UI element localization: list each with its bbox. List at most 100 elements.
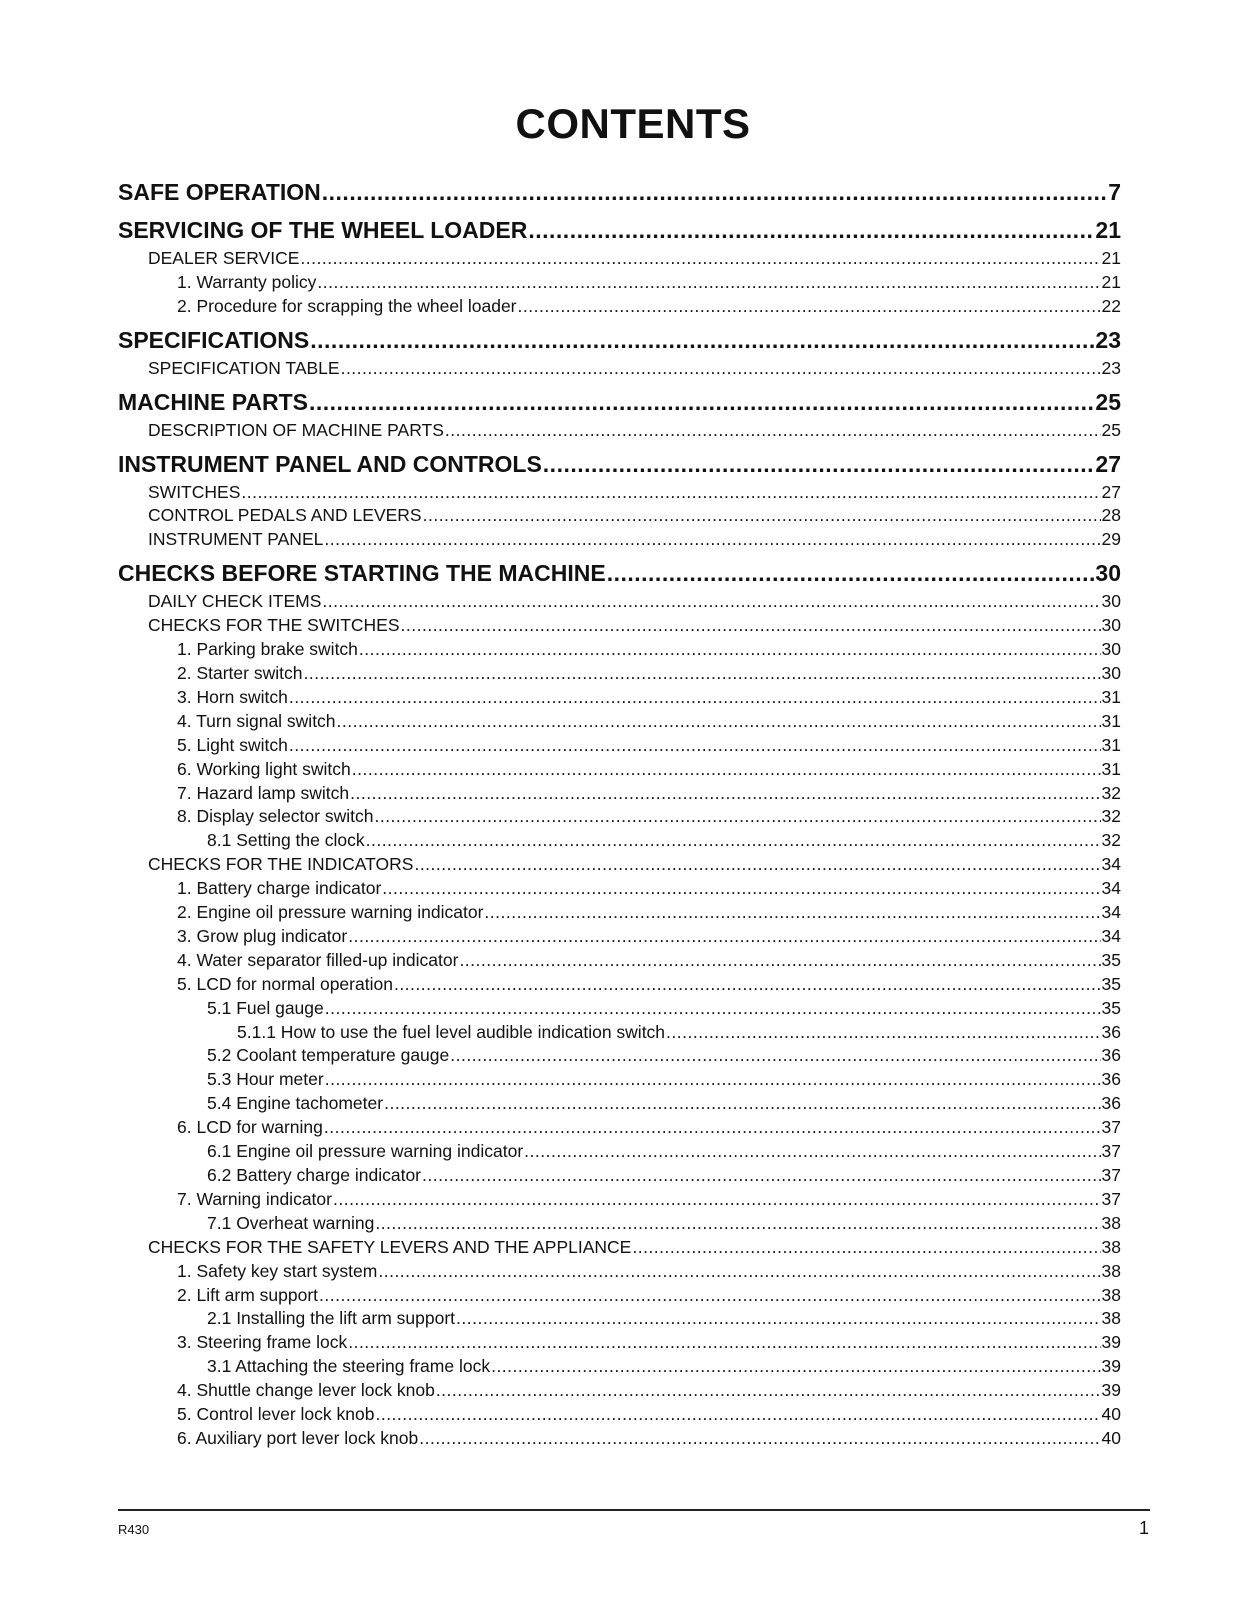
- toc-entry[interactable]: 7. Warning indicator 37: [118, 1188, 1121, 1212]
- toc-entry-title: 4. Shuttle change lever lock knob: [177, 1380, 435, 1401]
- toc-section-heading[interactable]: SPECIFICATIONS 23: [118, 325, 1121, 357]
- dot-leader: [436, 1379, 1101, 1403]
- toc-entry[interactable]: DAILY CHECK ITEMS 30: [118, 590, 1121, 614]
- toc-entry[interactable]: 5.2 Coolant temperature gauge 36: [118, 1044, 1121, 1068]
- toc-entry-title: DAILY CHECK ITEMS: [148, 591, 322, 612]
- toc-entry[interactable]: 1. Safety key start system 38: [118, 1260, 1121, 1284]
- dot-leader: [384, 1092, 1100, 1116]
- toc-entry-page: 38: [1101, 1236, 1121, 1257]
- toc-entry[interactable]: 3.1 Attaching the steering frame lock 39: [118, 1355, 1121, 1379]
- dot-leader: [333, 1188, 1101, 1212]
- toc-entry[interactable]: SWITCHES 27: [118, 481, 1121, 505]
- toc-entry[interactable]: 5.1 Fuel gauge 35: [118, 997, 1121, 1021]
- toc-entry-title: 5.1.1 How to use the fuel level audible …: [237, 1021, 666, 1042]
- toc-entry[interactable]: 5. LCD for normal operation 35: [118, 973, 1121, 997]
- dot-leader: [322, 177, 1107, 207]
- toc-entry-title: 5.4 Engine tachometer: [207, 1093, 384, 1114]
- toc-entry[interactable]: 2. Procedure for scrapping the wheel loa…: [118, 295, 1121, 319]
- footer-doc-code: R430: [118, 1522, 150, 1537]
- dot-leader: [324, 528, 1100, 552]
- toc-entry-page: 25: [1101, 419, 1121, 440]
- toc-section-heading[interactable]: SAFE OPERATION 7: [118, 177, 1121, 209]
- toc-entry-title: DESCRIPTION OF MACHINE PARTS: [148, 419, 444, 440]
- toc-entry-page: 25: [1095, 388, 1121, 415]
- dot-leader: [352, 758, 1101, 782]
- dot-leader: [528, 215, 1094, 245]
- toc-entry[interactable]: CHECKS FOR THE SWITCHES 30: [118, 614, 1121, 638]
- toc-entry[interactable]: 4. Turn signal switch 31: [118, 710, 1121, 734]
- toc-entry[interactable]: 5. Control lever lock knob 40: [118, 1403, 1121, 1427]
- toc-entry[interactable]: 3. Grow plug indicator 34: [118, 925, 1121, 949]
- toc-entry[interactable]: 8.1 Setting the clock 32: [118, 829, 1121, 853]
- toc-entry[interactable]: 6. Auxiliary port lever lock knob 40: [118, 1427, 1121, 1451]
- toc-entry-title: 2. Procedure for scrapping the wheel loa…: [177, 295, 517, 316]
- toc-entry-page: 22: [1101, 295, 1121, 316]
- toc-section-heading[interactable]: INSTRUMENT PANEL AND CONTROLS 27: [118, 449, 1121, 481]
- dot-leader: [524, 1140, 1100, 1164]
- toc-entry[interactable]: 4. Shuttle change lever lock knob 39: [118, 1379, 1121, 1403]
- toc-entry[interactable]: 7. Hazard lamp switch 32: [118, 782, 1121, 806]
- dot-leader: [317, 271, 1100, 295]
- toc-entry-page: 32: [1101, 830, 1121, 851]
- toc-entry-page: 35: [1101, 973, 1121, 994]
- toc-entry-title: 1. Warranty policy: [177, 271, 317, 292]
- toc-entry-title: SERVICING OF THE WHEEL LOADER: [118, 217, 528, 243]
- toc-entry-title: SWITCHES: [148, 481, 241, 502]
- toc-entry[interactable]: DESCRIPTION OF MACHINE PARTS 25: [118, 419, 1121, 443]
- toc-entry[interactable]: 2.1 Installing the lift arm support 38: [118, 1307, 1121, 1331]
- toc-entry[interactable]: 5.1.1 How to use the fuel level audible …: [118, 1021, 1121, 1045]
- toc-entry-page: 35: [1101, 949, 1121, 970]
- dot-leader: [456, 1307, 1100, 1331]
- toc-entry[interactable]: DEALER SERVICE 21: [118, 247, 1121, 271]
- toc-entry-title: 6. Working light switch: [177, 758, 351, 779]
- dot-leader: [289, 686, 1101, 710]
- toc-entry[interactable]: 2. Lift arm support 38: [118, 1284, 1121, 1308]
- toc-entry[interactable]: 6. LCD for warning 37: [118, 1116, 1121, 1140]
- dot-leader: [401, 614, 1101, 638]
- dot-leader: [325, 997, 1101, 1021]
- toc-entry[interactable]: INSTRUMENT PANEL 29: [118, 528, 1121, 552]
- toc-entry-page: 23: [1095, 326, 1121, 353]
- toc-entry[interactable]: 5.4 Engine tachometer 36: [118, 1092, 1121, 1116]
- toc-entry[interactable]: 2. Engine oil pressure warning indicator…: [118, 901, 1121, 925]
- toc-entry-page: 34: [1101, 854, 1121, 875]
- toc-entry[interactable]: 2. Starter switch 30: [118, 662, 1121, 686]
- toc-entry[interactable]: 1. Battery charge indicator 34: [118, 877, 1121, 901]
- toc-entry-title: 2. Starter switch: [177, 662, 303, 683]
- toc-entry[interactable]: 3. Steering frame lock 39: [118, 1331, 1121, 1355]
- dot-leader: [337, 710, 1101, 734]
- dot-leader: [375, 1212, 1100, 1236]
- toc-entry-page: 21: [1101, 248, 1121, 268]
- toc-entry[interactable]: 6.2 Battery charge indicator 37: [118, 1164, 1121, 1188]
- toc-entry[interactable]: CHECKS FOR THE INDICATORS 34: [118, 853, 1121, 877]
- toc-entry[interactable]: 6. Working light switch 31: [118, 758, 1121, 782]
- dot-leader: [375, 1403, 1100, 1427]
- toc-section-heading[interactable]: SERVICING OF THE WHEEL LOADER 21: [118, 215, 1121, 247]
- toc-entry[interactable]: 5. Light switch 31: [118, 734, 1121, 758]
- toc-entry-title: 2.1 Installing the lift arm support: [207, 1308, 456, 1329]
- toc-section-heading[interactable]: MACHINE PARTS 25: [118, 387, 1121, 419]
- toc-entry[interactable]: CHECKS FOR THE SAFETY LEVERS AND THE APP…: [118, 1236, 1121, 1260]
- toc-entry[interactable]: CONTROL PEDALS AND LEVERS 28: [118, 504, 1121, 528]
- toc-entry[interactable]: 6.1 Engine oil pressure warning indicato…: [118, 1140, 1121, 1164]
- toc-entry-title: 5.2 Coolant temperature gauge: [207, 1045, 450, 1066]
- toc-entry[interactable]: 1. Warranty policy 21: [118, 271, 1121, 295]
- dot-leader: [422, 1164, 1101, 1188]
- toc-entry-page: 34: [1101, 878, 1121, 899]
- toc-section-heading[interactable]: CHECKS BEFORE STARTING THE MACHINE 30: [118, 558, 1121, 590]
- toc-entry[interactable]: 8. Display selector switch 32: [118, 805, 1121, 829]
- dot-leader: [394, 973, 1101, 997]
- toc-entry[interactable]: 3. Horn switch 31: [118, 686, 1121, 710]
- toc-entry[interactable]: 7.1 Overheat warning 38: [118, 1212, 1121, 1236]
- dot-leader: [366, 829, 1101, 853]
- toc-entry[interactable]: 5.3 Hour meter 36: [118, 1068, 1121, 1092]
- dot-leader: [289, 734, 1101, 758]
- toc-entry[interactable]: 4. Water separator filled-up indicator 35: [118, 949, 1121, 973]
- toc-entry[interactable]: SPECIFICATION TABLE 23: [118, 357, 1121, 381]
- toc-entry[interactable]: 1. Parking brake switch 30: [118, 638, 1121, 662]
- toc-entry-page: 30: [1101, 639, 1121, 660]
- toc-entry-title: 8. Display selector switch: [177, 806, 374, 827]
- dot-leader: [484, 901, 1100, 925]
- toc-entry-title: 5.1 Fuel gauge: [207, 997, 324, 1018]
- footer-rule: [118, 1509, 1150, 1511]
